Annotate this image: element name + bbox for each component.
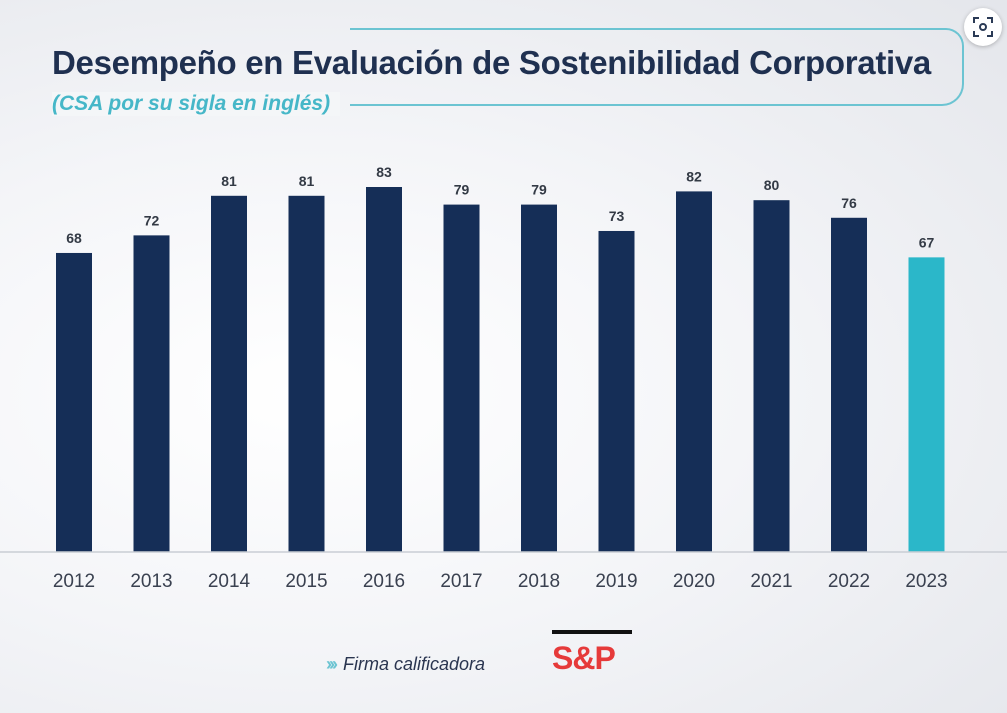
value-label-2021: 80 <box>764 177 780 193</box>
x-tick-label-2013: 2013 <box>130 571 172 592</box>
bar-2021 <box>753 200 790 553</box>
bar-2018 <box>521 204 557 552</box>
x-tick-label-2023: 2023 <box>905 571 947 592</box>
value-label-2022: 76 <box>841 195 857 211</box>
value-label-2014: 81 <box>221 173 237 189</box>
sp-logo: S&P <box>552 630 632 678</box>
x-tick-label-2022: 2022 <box>828 571 870 592</box>
bar-2017 <box>443 204 480 552</box>
x-tick-label-2015: 2015 <box>285 571 327 592</box>
chevrons-right-icon: ››› <box>326 654 338 674</box>
value-label-2020: 82 <box>686 168 702 184</box>
x-tick-label-2021: 2021 <box>750 571 792 592</box>
value-label-2023: 67 <box>919 234 935 250</box>
bar-2022 <box>831 217 867 552</box>
value-label-2013: 72 <box>144 212 160 228</box>
bar-2012 <box>56 252 92 552</box>
x-tick-label-2014: 2014 <box>208 571 251 592</box>
labels-group: 68 2012 72 2013 81 2014 81 2015 83 2016 79 2017 79 20… <box>53 164 948 592</box>
x-tick-label-2020: 2020 <box>673 571 715 592</box>
x-tick-label-2018: 2018 <box>518 571 560 592</box>
x-tick-label-2019: 2019 <box>595 571 637 592</box>
bar-2019 <box>598 230 635 553</box>
value-label-2015: 81 <box>299 173 315 189</box>
bar-2013 <box>133 235 170 553</box>
value-label-2012: 68 <box>66 230 82 246</box>
x-tick-label-2012: 2012 <box>53 571 95 592</box>
expand-button[interactable] <box>964 8 1002 46</box>
sp-logo-text: S&P <box>552 640 616 676</box>
chart-title: Desempeño en Evaluación de Sostenibilida… <box>52 44 931 81</box>
rating-firm-label: ››› Firma calificadora <box>326 654 485 675</box>
rating-firm-text: Firma calificadora <box>342 654 486 674</box>
x-tick-label-2017: 2017 <box>440 571 482 592</box>
bar-2016 <box>366 187 402 552</box>
value-label-2016: 83 <box>376 164 392 180</box>
bar-2020 <box>676 191 712 552</box>
bar-2014 <box>211 195 247 553</box>
value-label-2018: 79 <box>531 182 547 198</box>
value-label-2017: 79 <box>454 182 470 198</box>
value-label-2019: 73 <box>609 208 625 224</box>
bars-group <box>56 187 945 553</box>
bar-2023 <box>908 257 945 552</box>
sp-logo-bar <box>552 630 632 634</box>
x-tick-label-2016: 2016 <box>363 571 405 592</box>
bar-2015 <box>288 195 325 553</box>
chart-subtitle: (CSA por su sigla en inglés) <box>52 92 341 116</box>
expand-icon <box>973 17 993 37</box>
